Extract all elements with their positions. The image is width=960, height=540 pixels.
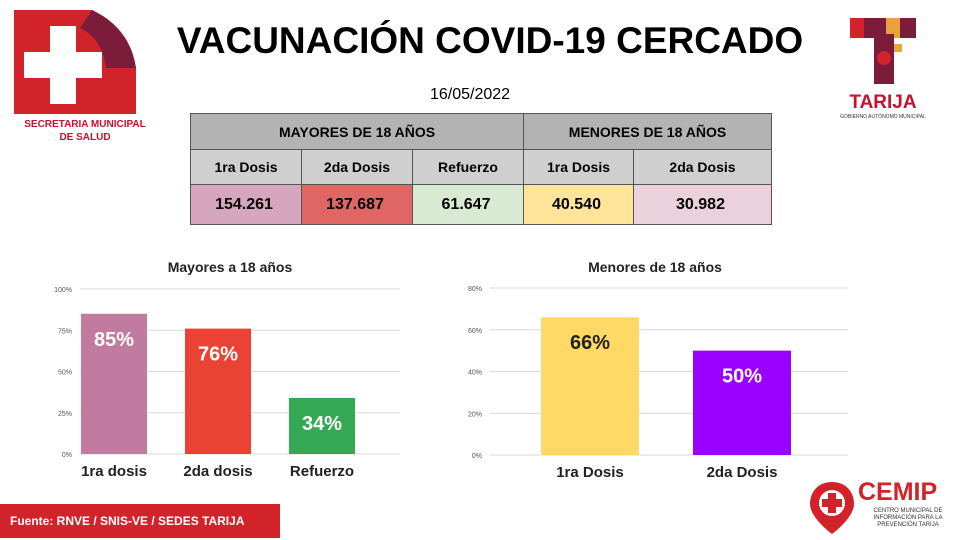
chart-title: Menores de 18 años	[588, 259, 722, 275]
bar	[185, 328, 251, 454]
value-cell: 40.540	[523, 184, 634, 225]
logo-left-line1: SECRETARIA MUNICIPAL	[24, 119, 146, 130]
col-header: 1ra Dosis	[190, 149, 302, 185]
bar	[289, 397, 355, 454]
bar	[81, 313, 147, 454]
chart-menores: Menores de 18 años 0% 20% 40% 60% 80% 66% 1ra D…	[468, 259, 848, 481]
group-header-mayores: MAYORES DE 18 AÑOS	[190, 113, 524, 150]
cemip-logo: CEMIP CENTRO MUNICIPAL DE INFORMACIÓN PA…	[808, 478, 958, 538]
data-label: 85%	[94, 329, 134, 351]
page-title: VACUNACIÓN COVID-19 CERCADO	[176, 20, 804, 61]
tarija-logo-sub: GOBIERNO AUTÓNOMO MUNICIPAL	[840, 114, 926, 120]
category-label: 1ra dosis	[81, 463, 147, 480]
value-cell: 30.982	[633, 184, 772, 225]
location-pin-cross-icon	[810, 482, 854, 534]
summary-table: MAYORES DE 18 AÑOS MENORES DE 18 AÑOS 1r…	[190, 113, 772, 225]
y-tick-label: 100%	[54, 287, 72, 294]
chart-mayores: Mayores a 18 años 0% 25% 50% 75% 100% 85% 1ra d…	[54, 259, 400, 480]
logo-left-line2: DE SALUD	[59, 132, 111, 143]
y-tick-label: 50%	[58, 370, 72, 377]
tarija-emblem-icon	[850, 18, 916, 84]
category-label: 1ra Dosis	[556, 464, 624, 481]
y-tick-label: 0%	[62, 452, 72, 459]
col-header: 2da Dosis	[633, 149, 772, 185]
value-cell: 137.687	[301, 184, 413, 225]
tarija-logo-name: TARIJA	[849, 92, 917, 113]
y-tick-label: 25%	[58, 411, 72, 418]
category-label: 2da Dosis	[707, 464, 778, 481]
col-header: Refuerzo	[412, 149, 524, 185]
bar	[693, 350, 791, 455]
tarija-logo: TARIJA GOBIERNO AUTÓNOMO MUNICIPAL	[838, 14, 928, 124]
y-tick-label: 80%	[468, 286, 482, 293]
y-tick-label: 20%	[468, 411, 482, 418]
data-label: 66%	[570, 332, 610, 354]
report-date: 16/05/2022	[429, 86, 511, 103]
cemip-sub: CENTRO MUNICIPAL DE INFORMACIÓN PARA LA …	[873, 508, 943, 528]
group-header-menores: MENORES DE 18 AÑOS	[523, 113, 772, 150]
y-tick-label: 60%	[468, 328, 482, 335]
secretaria-salud-logo: SECRETARIA MUNICIPAL DE SALUD	[10, 8, 146, 148]
data-label: 34%	[302, 413, 342, 435]
bar	[541, 317, 639, 455]
col-header: 2da Dosis	[301, 149, 413, 185]
value-cell: 154.261	[190, 184, 302, 225]
data-label: 50%	[722, 366, 762, 388]
source-note: Fuente: RNVE / SNIS-VE / SEDES TARIJA	[0, 504, 280, 538]
y-tick-label: 75%	[58, 328, 72, 335]
medical-cross-icon	[14, 10, 136, 114]
y-tick-label: 0%	[472, 453, 482, 460]
category-label: 2da dosis	[183, 463, 252, 480]
category-label: Refuerzo	[290, 463, 354, 480]
cemip-name: CEMIP	[858, 478, 938, 506]
chart-title: Mayores a 18 años	[168, 259, 293, 275]
value-cell: 61.647	[412, 184, 524, 225]
col-header: 1ra Dosis	[523, 149, 634, 185]
y-tick-label: 40%	[468, 370, 482, 377]
data-label: 76%	[198, 344, 238, 366]
